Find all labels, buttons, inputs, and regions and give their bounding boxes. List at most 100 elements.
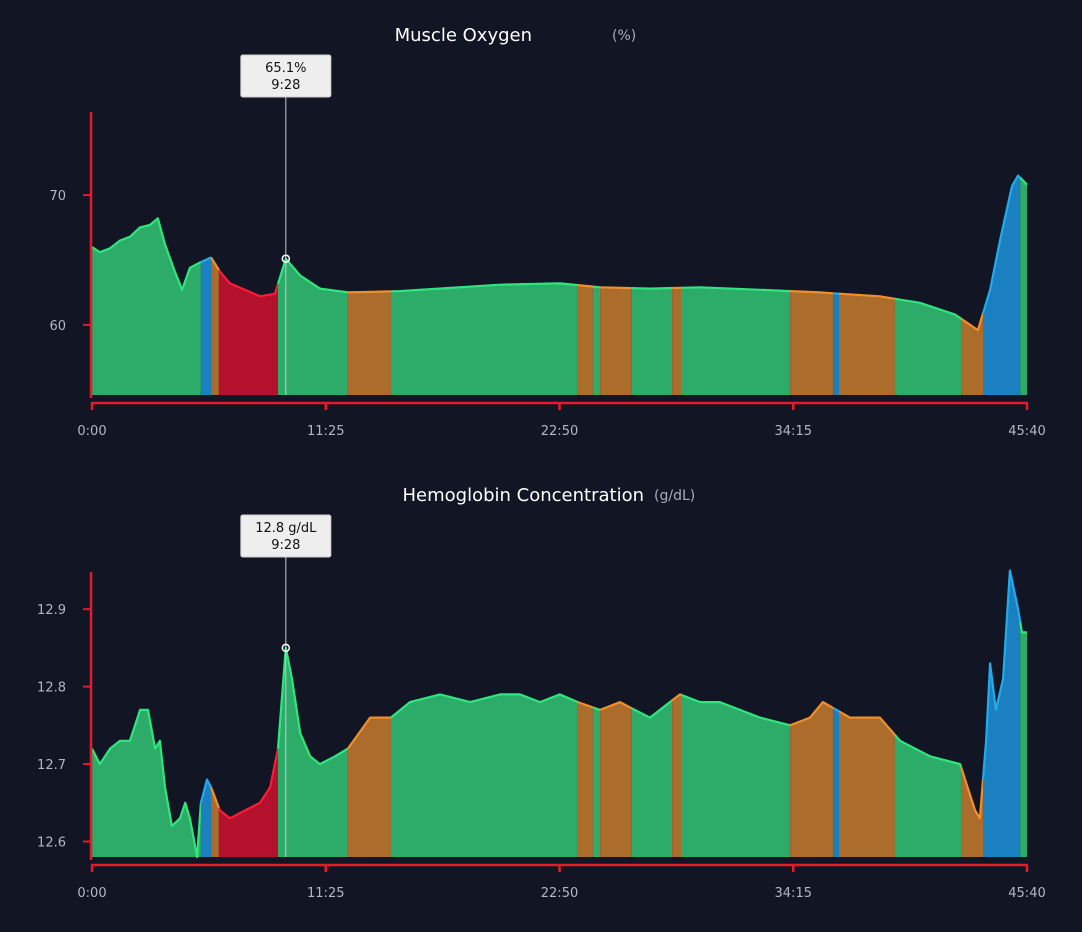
zone-line-orange [789, 701, 834, 727]
zone-area-orange [347, 717, 391, 857]
zone-line-orange [838, 710, 896, 736]
zone-area-green [592, 286, 601, 395]
x-tick-label: 34:15 [775, 886, 812, 901]
y-tick-label: 70 [49, 189, 66, 204]
zone-area-blue [983, 175, 1021, 395]
tooltip-value: 65.1% [265, 61, 306, 76]
zone-area-green [390, 694, 578, 857]
zone-line-green [592, 706, 601, 711]
zone-area-orange [600, 287, 632, 395]
zone-area-orange [790, 291, 834, 395]
zone-line-blue [981, 569, 1022, 780]
zone-line-red [217, 269, 280, 298]
zone-line-orange [577, 701, 594, 709]
tooltip-time: 9:28 [271, 538, 300, 553]
x-tick-label: 45:40 [1008, 424, 1045, 439]
zone-area-orange [672, 694, 681, 857]
zone-area-red [218, 748, 278, 857]
zone-area-blue [200, 257, 212, 395]
zone-area-blue [833, 293, 839, 395]
zone-line-orange [790, 290, 834, 295]
y-tick-label: 12.8 [37, 681, 66, 696]
tooltip-box [240, 54, 332, 98]
zone-area-green [92, 218, 201, 395]
y-tick-label: 12.7 [37, 758, 66, 773]
zone-line-green [680, 693, 791, 727]
zone-area-blue [983, 570, 1021, 857]
zone-area-green [631, 288, 673, 395]
zone-area-green [92, 709, 201, 857]
zone-line-blue [832, 707, 840, 713]
y-tick-label: 12.6 [37, 836, 66, 851]
zone-area-green [894, 734, 962, 857]
zone-line-blue [199, 778, 213, 804]
zone-line-green [91, 708, 202, 859]
zone-area-orange [211, 257, 219, 395]
y-tick-label: 12.9 [37, 603, 66, 618]
zone-area-green [592, 707, 601, 857]
zone-line-blue [981, 174, 1021, 314]
tooltip-time: 9:28 [271, 78, 300, 93]
zone-line-green [1019, 176, 1028, 186]
zone-line-orange [210, 786, 220, 809]
zone-area-blue [200, 779, 212, 857]
x-tick-label: 22:50 [541, 424, 578, 439]
zone-area-orange [577, 285, 593, 395]
zone-line-green [894, 734, 963, 768]
zone-area-green [681, 694, 791, 857]
zone-line-green [680, 286, 791, 293]
zone-area-orange [961, 313, 983, 395]
zone-area-orange [347, 291, 391, 395]
zone-line-green [592, 285, 601, 289]
chart-title: Hemoglobin Concentration [403, 485, 645, 506]
zone-area-orange [839, 293, 895, 395]
y-tick-label: 60 [49, 319, 66, 334]
zone-line-blue [200, 256, 212, 264]
tooltip-box [240, 514, 332, 558]
hemoglobin-chart: 12.6 12.7 12.8 12.9 0:00 11:25 22:50 34:15 45:40… [37, 485, 1046, 901]
zone-line-green [1019, 621, 1027, 634]
zone-line-orange [838, 292, 896, 300]
tooltip: 65.1% 9:28 [240, 54, 332, 98]
zone-area-green [278, 258, 348, 395]
hover-marker [281, 254, 291, 263]
chart-title: Muscle Oxygen [395, 25, 532, 46]
zone-area-green [1020, 177, 1027, 395]
zone-area-orange [672, 287, 681, 395]
x-tick-label: 11:25 [307, 886, 344, 901]
x-tick-label: 11:25 [307, 424, 344, 439]
zone-line-orange [599, 701, 633, 711]
zone-area-orange [839, 711, 895, 857]
zone-area-green [1020, 621, 1027, 857]
zone-line-green [276, 257, 349, 294]
zone-area-green [631, 700, 673, 857]
zone-area-green [894, 298, 962, 395]
zone-line-red [217, 748, 280, 820]
x-tick-label: 45:40 [1008, 886, 1045, 901]
zone-area-green [681, 287, 791, 395]
tooltip: 12.8 g/dL 9:28 [240, 514, 332, 558]
zone-line-orange [347, 716, 391, 750]
zone-line-orange [210, 256, 220, 271]
zone-line-green [390, 282, 579, 293]
muscle-oxygen-chart: 60 70 0:00 11:25 22:50 34:15 45:40 65.1% 9:28 Mus… [49, 25, 1045, 439]
tooltip-value: 12.8 g/dL [255, 521, 317, 536]
zone-line-orange [960, 766, 985, 820]
zone-line-green [631, 286, 673, 290]
zone-line-orange [577, 284, 594, 288]
zone-area-blue [833, 708, 839, 857]
zone-line-orange [671, 693, 682, 702]
zone-line-green [894, 297, 962, 320]
x-tick-label: 34:15 [775, 424, 812, 439]
zone-line-orange [960, 312, 985, 332]
hover-marker [281, 643, 291, 653]
x-tick-label: 0:00 [77, 886, 106, 901]
zone-line-green [91, 217, 202, 291]
chart-unit: (%) [612, 28, 636, 44]
zone-area-green [390, 283, 578, 395]
zone-line-orange [600, 286, 632, 290]
zone-area-orange [577, 702, 593, 857]
zone-area-orange [961, 767, 983, 857]
zone-area-orange [600, 702, 632, 857]
